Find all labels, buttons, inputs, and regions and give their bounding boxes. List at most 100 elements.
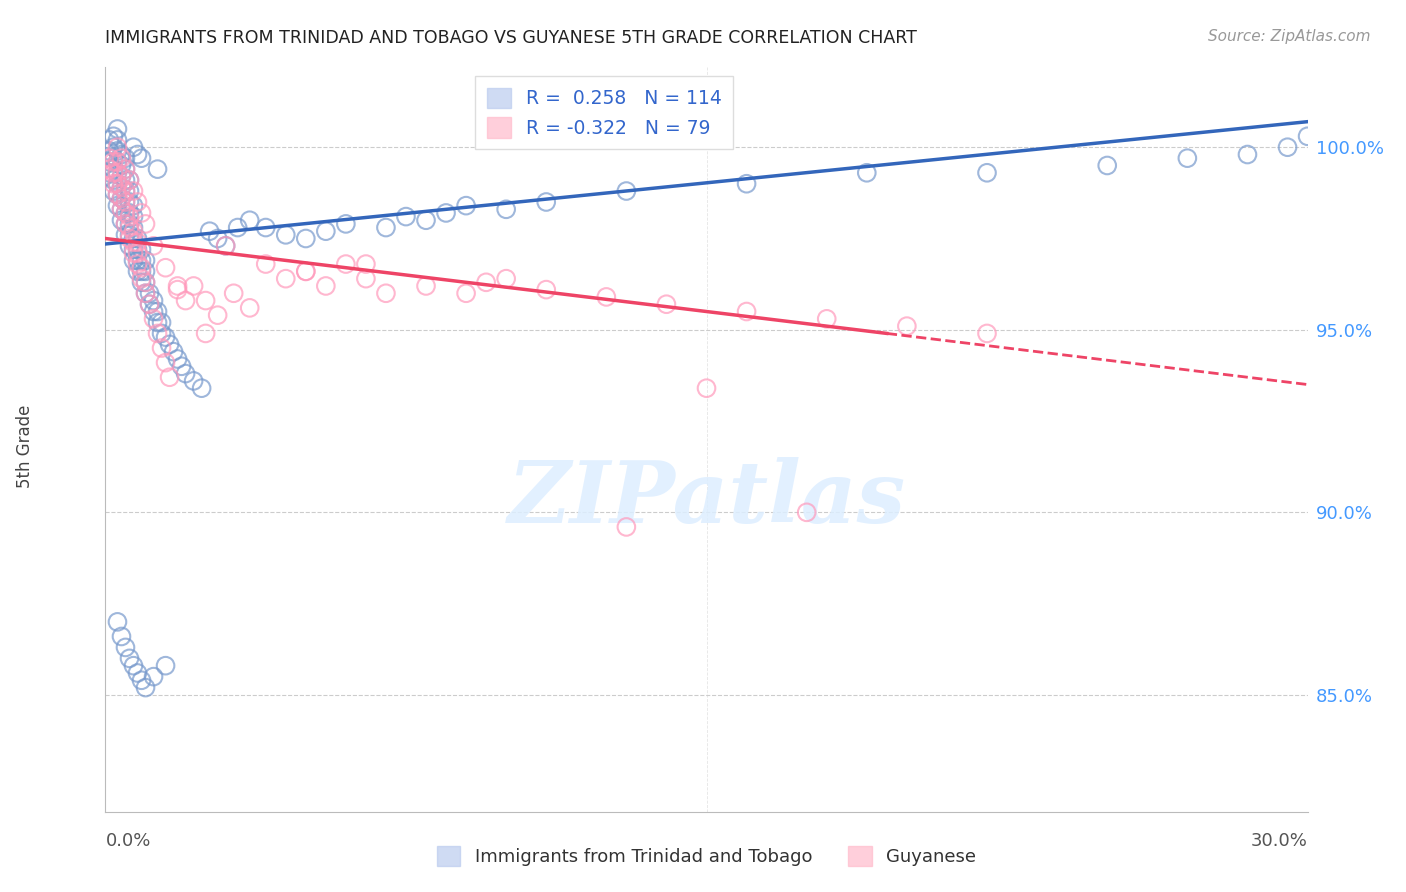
- Point: [155, 330, 177, 344]
- Point: [122, 199, 145, 213]
- Point: [616, 184, 638, 198]
- Point: [374, 286, 398, 301]
- Point: [135, 286, 157, 301]
- Point: [696, 381, 718, 395]
- Point: [166, 279, 188, 293]
- Point: [239, 301, 262, 315]
- Point: [114, 184, 136, 198]
- Point: [131, 260, 153, 275]
- Point: [118, 220, 141, 235]
- Point: [107, 144, 129, 158]
- Point: [114, 194, 136, 209]
- Point: [616, 520, 638, 534]
- Point: [1277, 140, 1299, 154]
- Point: [122, 140, 145, 154]
- Point: [114, 173, 136, 187]
- Point: [118, 231, 141, 245]
- Point: [395, 210, 418, 224]
- Point: [976, 326, 998, 341]
- Text: 5th Grade: 5th Grade: [17, 404, 34, 488]
- Point: [114, 162, 136, 177]
- Point: [239, 213, 262, 227]
- Point: [110, 202, 132, 217]
- Point: [1097, 159, 1119, 173]
- Point: [118, 194, 141, 209]
- Point: [796, 505, 818, 519]
- Point: [214, 239, 236, 253]
- Point: [166, 351, 188, 366]
- Point: [122, 235, 145, 249]
- Point: [114, 217, 136, 231]
- Point: [110, 159, 132, 173]
- Point: [107, 187, 129, 202]
- Point: [127, 246, 149, 260]
- Point: [98, 154, 121, 169]
- Point: [190, 381, 212, 395]
- Point: [159, 337, 181, 351]
- Point: [114, 162, 136, 177]
- Point: [159, 370, 181, 384]
- Point: [855, 166, 877, 180]
- Point: [150, 316, 173, 330]
- Point: [107, 177, 129, 191]
- Point: [110, 147, 132, 161]
- Point: [434, 206, 457, 220]
- Point: [103, 151, 125, 165]
- Point: [98, 144, 121, 158]
- Point: [131, 264, 153, 278]
- Text: ZIPatlas: ZIPatlas: [508, 457, 905, 541]
- Point: [274, 227, 297, 242]
- Point: [114, 194, 136, 209]
- Point: [118, 227, 141, 242]
- Point: [127, 243, 149, 257]
- Point: [127, 264, 149, 278]
- Point: [174, 293, 197, 308]
- Point: [110, 180, 132, 194]
- Point: [146, 326, 169, 341]
- Point: [415, 279, 437, 293]
- Point: [114, 206, 136, 220]
- Point: [735, 304, 758, 318]
- Point: [114, 151, 136, 165]
- Point: [127, 231, 149, 245]
- Point: [127, 194, 149, 209]
- Point: [98, 133, 121, 147]
- Point: [155, 658, 177, 673]
- Point: [315, 224, 337, 238]
- Point: [131, 151, 153, 165]
- Point: [110, 191, 132, 205]
- Point: [114, 206, 136, 220]
- Point: [162, 344, 184, 359]
- Point: [194, 326, 217, 341]
- Point: [295, 264, 318, 278]
- Point: [103, 166, 125, 180]
- Point: [1177, 151, 1199, 165]
- Point: [354, 271, 377, 285]
- Point: [274, 271, 297, 285]
- Point: [976, 166, 998, 180]
- Point: [107, 177, 129, 191]
- Point: [146, 304, 169, 318]
- Point: [103, 173, 125, 187]
- Point: [107, 187, 129, 202]
- Point: [107, 133, 129, 147]
- Point: [107, 122, 129, 136]
- Point: [122, 253, 145, 268]
- Point: [896, 319, 918, 334]
- Point: [226, 220, 249, 235]
- Point: [815, 311, 838, 326]
- Point: [183, 374, 205, 388]
- Point: [207, 231, 229, 245]
- Point: [1236, 147, 1258, 161]
- Point: [254, 257, 277, 271]
- Point: [107, 166, 129, 180]
- Point: [110, 191, 132, 205]
- Point: [110, 151, 132, 165]
- Point: [142, 304, 165, 318]
- Point: [138, 286, 160, 301]
- Point: [415, 213, 437, 227]
- Point: [142, 311, 165, 326]
- Point: [174, 367, 197, 381]
- Point: [315, 279, 337, 293]
- Point: [127, 257, 149, 271]
